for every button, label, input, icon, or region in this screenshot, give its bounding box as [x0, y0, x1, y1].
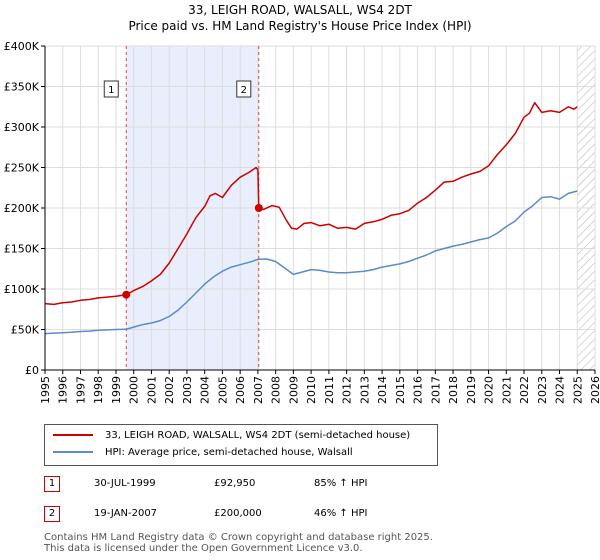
footer-line-2: This data is licensed under the Open Gov… [44, 543, 363, 554]
sale-date-2: 19-JAN-2007 [94, 508, 158, 519]
x-tick-label-21: 2016 [412, 376, 425, 404]
x-tick-label-15: 2010 [305, 376, 318, 404]
legend-label-property: 33, LEIGH ROAD, WALSALL, WS4 2DT (semi-d… [105, 430, 411, 441]
legend-item-hpi: HPI: Average price, semi-detached house,… [53, 447, 353, 458]
sale-delta-2: 46% ↑ HPI [314, 508, 368, 519]
x-tick-label-24: 2019 [465, 376, 478, 404]
sale-price-2: £200,000 [214, 508, 262, 519]
footer-line-1: Contains HM Land Registry data © Crown c… [44, 532, 433, 543]
legend-item-property: 33, LEIGH ROAD, WALSALL, WS4 2DT (semi-d… [53, 430, 410, 441]
sale-point-2 [254, 204, 263, 212]
x-tick-label-18: 2013 [358, 376, 371, 404]
x-tick-label-2: 1997 [74, 376, 87, 404]
y-tick-label-2: £100K [4, 283, 40, 296]
series-line-property [44, 101, 578, 306]
legend-label-hpi: HPI: Average price, semi-detached house,… [105, 447, 353, 458]
sale-label-1: 1 [108, 85, 114, 96]
y-tick-label-3: £150K [4, 243, 40, 256]
x-tick-label-17: 2012 [341, 376, 354, 404]
footer-attribution: Contains HM Land Registry data © Crown c… [44, 532, 433, 554]
y-tick-label-0: £0 [25, 364, 39, 377]
x-tick-label-5: 2000 [128, 376, 141, 404]
x-tick-label-30: 2025 [571, 376, 584, 404]
sale-delta-1: 85% ↑ HPI [314, 478, 368, 489]
legend-swatch-hpi [53, 451, 93, 453]
x-tick-label-10: 2005 [216, 376, 229, 404]
x-tick-label-4: 1999 [110, 376, 123, 404]
y-tick-label-6: £300K [4, 121, 40, 134]
x-tick-label-23: 2018 [447, 376, 460, 404]
price-chart: 1 2 £0 £50K £100K £150K £200K £250K £300K £350K £… [4, 40, 600, 404]
y-tick-label-4: £200K [4, 202, 40, 215]
x-tick-label-11: 2006 [234, 376, 247, 404]
x-tick-label-8: 2003 [181, 376, 194, 404]
y-tick-label-7: £350K [4, 81, 40, 94]
chart-title: 33, LEIGH ROAD, WALSALL, WS4 2DT [188, 3, 412, 17]
sale-point-1 [122, 290, 131, 299]
y-tick-label-1: £50K [11, 324, 40, 337]
x-tick-label-20: 2015 [394, 376, 407, 404]
x-tick-label-0: 1995 [39, 376, 52, 404]
sale-label-2: 2 [241, 85, 247, 96]
x-tick-label-25: 2020 [483, 376, 496, 404]
x-tick-label-22: 2017 [429, 376, 442, 404]
chart-subtitle: Price paid vs. HM Land Registry's House … [128, 19, 472, 33]
sale-price-1: £92,950 [214, 478, 256, 489]
x-tick-label-26: 2021 [500, 376, 513, 404]
x-tick-label-3: 1998 [92, 376, 105, 404]
x-tick-label-9: 2004 [199, 376, 212, 404]
x-tick-label-1: 1996 [57, 376, 70, 404]
sale-label-box-1 [103, 80, 119, 98]
x-tick-label-6: 2001 [145, 376, 158, 404]
x-tick-label-27: 2022 [518, 376, 531, 404]
sale-date-1: 30-JUL-1999 [94, 478, 156, 489]
y-tick-label-5: £250K [4, 162, 40, 175]
x-tick-label-31: 2026 [589, 376, 600, 404]
sale-marker-1: 1 [44, 476, 60, 492]
sale-label-box-2 [236, 80, 252, 98]
x-tick-label-7: 2002 [163, 376, 176, 404]
x-tick-label-12: 2007 [252, 376, 265, 404]
x-tick-label-16: 2011 [323, 376, 336, 404]
series-line-hpi [44, 190, 578, 335]
x-tick-label-29: 2024 [554, 376, 567, 404]
chart-legend: 33, LEIGH ROAD, WALSALL, WS4 2DT (semi-d… [44, 424, 438, 466]
legend-swatch-property [53, 434, 93, 436]
x-tick-label-28: 2023 [536, 376, 549, 404]
x-tick-label-13: 2008 [270, 376, 283, 404]
x-tick-label-14: 2009 [287, 376, 300, 404]
y-tick-label-8: £400K [4, 40, 40, 53]
sale-marker-2: 2 [44, 506, 60, 522]
x-tick-label-19: 2014 [376, 376, 389, 404]
